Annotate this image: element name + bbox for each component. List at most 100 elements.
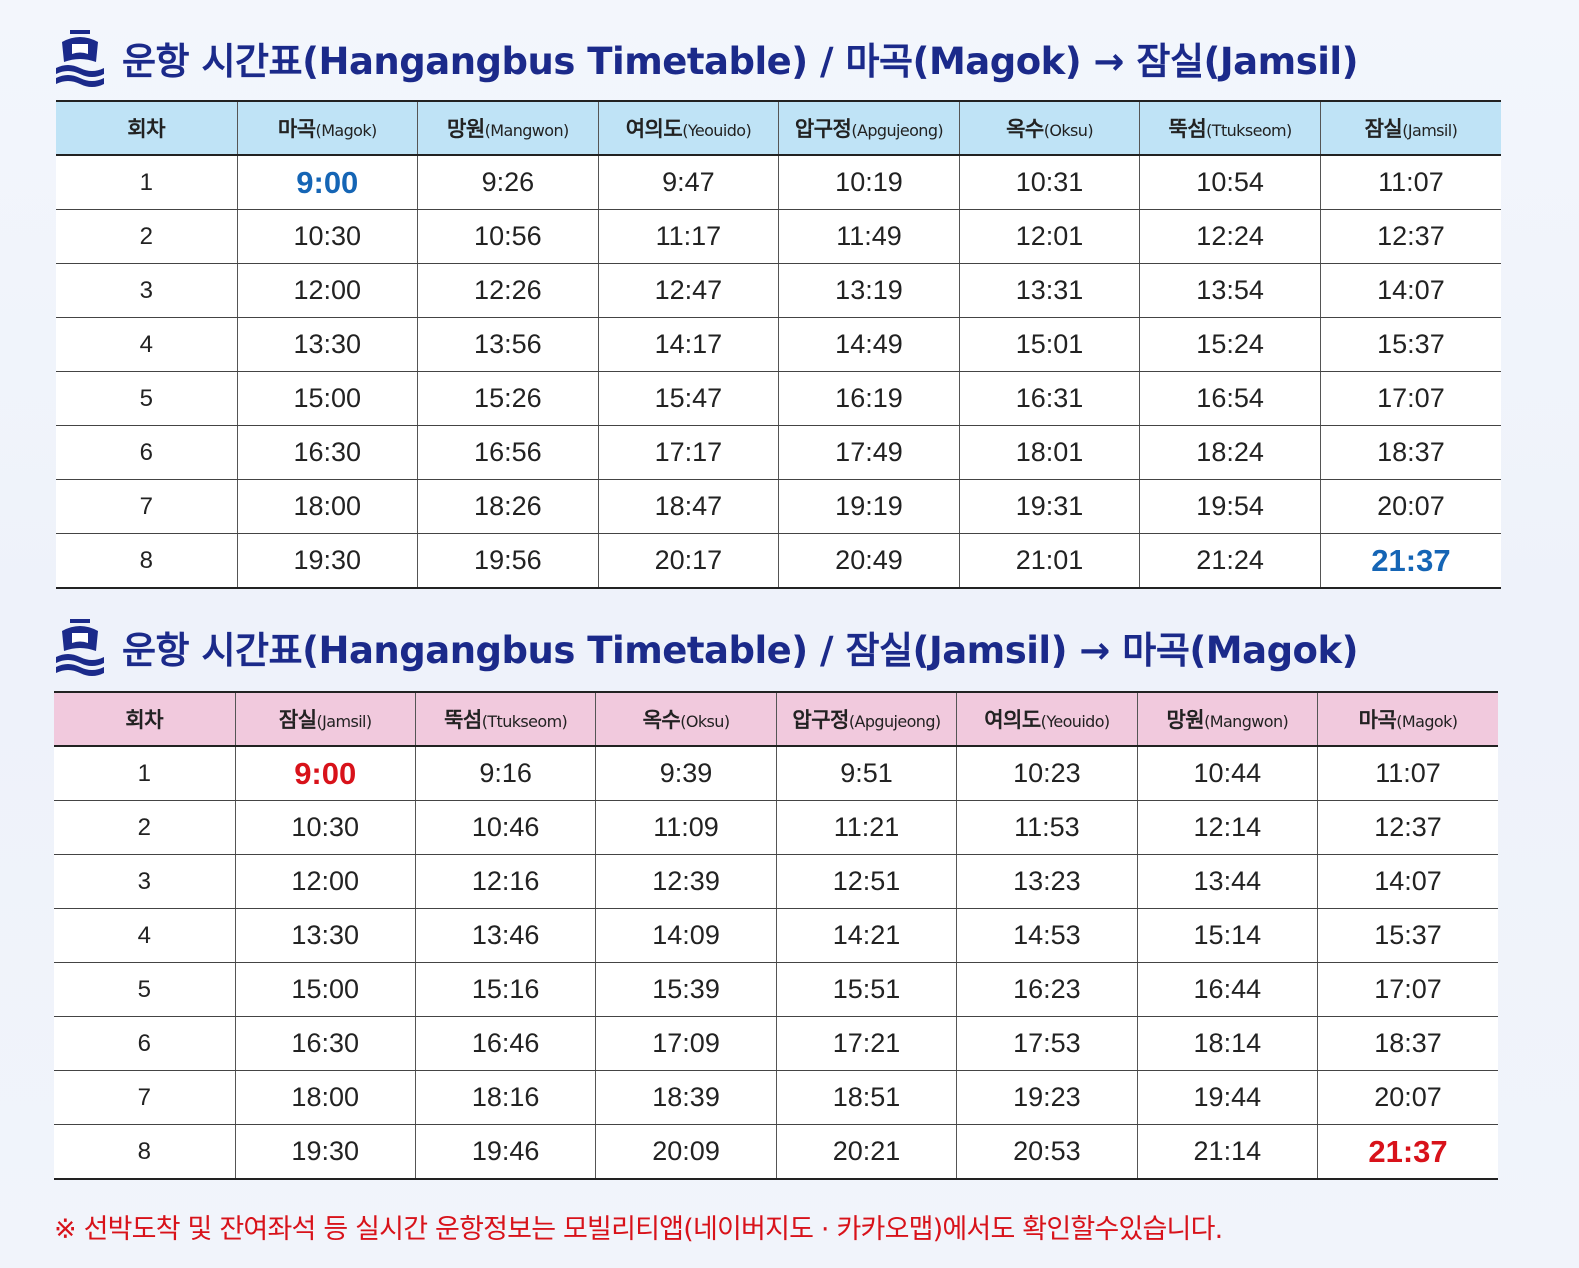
realtime-info-note: ※ 선박도착 및 잔여좌석 등 실시간 운항정보는 모빌리티앱(네이버지도 · … — [54, 1214, 1223, 1245]
departure-time-cell: 16:31 — [959, 371, 1141, 426]
column-header-label: 망원 — [1166, 708, 1205, 732]
timetable-title-row: 운항 시간표(Hangangbus Timetable) / 마곡(Magok)… — [52, 18, 1359, 98]
trip-number-cell: 5 — [54, 962, 236, 1017]
trip-number-cell: 8 — [56, 533, 238, 589]
trip-number-cell: 3 — [54, 854, 236, 909]
departure-time-cell: 12:39 — [595, 854, 777, 909]
table-row: 2 10:30 10:46 11:09 11:21 11:53 12:14 12:37 — [54, 800, 1498, 855]
column-header-stop: 여의도(Yeouido) — [598, 101, 780, 156]
departure-time-cell: 10:30 — [235, 800, 416, 855]
column-header-english: (Magok) — [315, 121, 378, 140]
departure-time-cell: 10:56 — [417, 209, 599, 264]
column-header-english: (Yeouido) — [682, 121, 752, 140]
departure-time-cell: 12:26 — [417, 263, 599, 318]
timetable-title-row: 운항 시간표(Hangangbus Timetable) / 잠실(Jamsil… — [52, 607, 1359, 687]
column-header-stop: 옥수(Oksu) — [959, 101, 1141, 156]
departure-time-cell: 9:16 — [415, 746, 597, 801]
table-row: 2 10:30 10:56 11:17 11:49 12:01 12:24 12:37 — [56, 209, 1501, 264]
departure-time-cell: 12:00 — [235, 854, 416, 909]
column-header-label: 마곡 — [277, 117, 316, 141]
column-header-english: (Apgujeong) — [851, 121, 944, 140]
column-header-stop: 옥수(Oksu) — [595, 692, 777, 747]
trip-number-cell: 3 — [56, 263, 238, 318]
departure-time-cell: 11:07 — [1320, 155, 1501, 210]
trip-number-cell: 1 — [56, 155, 238, 210]
column-header-label: 옥수 — [1006, 117, 1044, 141]
departure-time-cell: 13:54 — [1139, 263, 1321, 318]
departure-time-cell: 21:37 — [1320, 533, 1501, 589]
departure-time-cell: 12:01 — [959, 209, 1141, 264]
departure-time-cell: 21:37 — [1317, 1124, 1498, 1180]
column-header-label: 압구정 — [792, 708, 849, 732]
table-row: 6 16:30 16:56 17:17 17:49 18:01 18:24 18:37 — [56, 425, 1501, 480]
departure-time-cell: 18:00 — [237, 479, 419, 534]
column-header-label: 뚝섬 — [1168, 117, 1207, 141]
departure-time-cell: 17:07 — [1320, 371, 1501, 426]
departure-time-cell: 13:56 — [417, 317, 599, 372]
departure-time-cell: 20:49 — [778, 533, 960, 589]
departure-time-cell: 9:47 — [598, 155, 780, 210]
column-header-english: (Oksu) — [680, 712, 730, 731]
timetable-title: 운항 시간표(Hangangbus Timetable) / 잠실(Jamsil… — [122, 629, 1359, 672]
column-header-english: (Mangwon) — [1204, 712, 1289, 731]
departure-time-cell: 16:30 — [237, 425, 419, 480]
column-header-stop: 여의도(Yeouido) — [956, 692, 1138, 747]
column-header-label: 잠실 — [278, 708, 317, 732]
departure-time-cell: 18:37 — [1317, 1016, 1498, 1071]
departure-time-cell: 9:00 — [237, 155, 419, 210]
departure-time-cell: 11:21 — [776, 800, 958, 855]
departure-time-cell: 13:23 — [956, 854, 1138, 909]
column-header-stop: 뚝섬(Ttukseom) — [1139, 101, 1321, 156]
table-row: 1 9:00 9:16 9:39 9:51 10:23 10:44 11:07 — [54, 746, 1498, 801]
departure-time-cell: 9:26 — [417, 155, 599, 210]
departure-time-cell: 18:00 — [235, 1070, 416, 1125]
departure-time-cell: 19:30 — [235, 1124, 416, 1180]
table-row: 3 12:00 12:26 12:47 13:19 13:31 13:54 14:07 — [56, 263, 1501, 318]
trip-number-cell: 7 — [54, 1070, 236, 1125]
departure-time-cell: 11:53 — [956, 800, 1138, 855]
trip-number-cell: 1 — [54, 746, 236, 801]
departure-time-cell: 9:39 — [595, 746, 777, 801]
departure-time-cell: 14:49 — [778, 317, 960, 372]
column-header-label: 옥수 — [642, 708, 681, 732]
departure-time-cell: 14:09 — [595, 908, 777, 963]
departure-time-cell: 15:01 — [959, 317, 1141, 372]
departure-time-cell: 21:24 — [1139, 533, 1321, 589]
column-header-english: (Jamsil) — [1402, 121, 1458, 140]
departure-time-cell: 20:21 — [776, 1124, 958, 1180]
departure-time-cell: 20:17 — [598, 533, 780, 589]
departure-time-cell: 17:21 — [776, 1016, 958, 1071]
departure-time-cell: 10:23 — [956, 746, 1138, 801]
trip-number-cell: 4 — [56, 317, 238, 372]
departure-time-cell: 12:51 — [776, 854, 958, 909]
departure-time-cell: 12:37 — [1317, 800, 1498, 855]
departure-time-cell: 16:54 — [1139, 371, 1321, 426]
departure-time-cell: 17:17 — [598, 425, 780, 480]
departure-time-cell: 12:24 — [1139, 209, 1321, 264]
departure-time-cell: 16:23 — [956, 962, 1138, 1017]
departure-time-cell: 15:39 — [595, 962, 777, 1017]
departure-time-cell: 20:07 — [1320, 479, 1501, 534]
departure-time-cell: 16:46 — [415, 1016, 597, 1071]
departure-time-cell: 15:00 — [235, 962, 416, 1017]
table-row: 6 16:30 16:46 17:09 17:21 17:53 18:14 18:37 — [54, 1016, 1498, 1071]
column-header-stop: 압구정(Apgujeong) — [778, 101, 960, 156]
column-header-label: 마곡 — [1358, 708, 1397, 732]
departure-time-cell: 21:01 — [959, 533, 1141, 589]
table-row: 5 15:00 15:16 15:39 15:51 16:23 16:44 17:07 — [54, 962, 1498, 1017]
departure-time-cell: 18:16 — [415, 1070, 597, 1125]
departure-time-cell: 17:09 — [595, 1016, 777, 1071]
column-header-english: (Yeouido) — [1040, 712, 1111, 731]
boat-icon — [56, 619, 104, 676]
timetable-title: 운항 시간표(Hangangbus Timetable) / 마곡(Magok)… — [122, 40, 1359, 83]
departure-time-cell: 19:23 — [956, 1070, 1138, 1125]
trip-number-cell: 7 — [56, 479, 238, 534]
departure-time-cell: 12:47 — [598, 263, 780, 318]
departure-time-cell: 10:44 — [1137, 746, 1319, 801]
departure-time-cell: 11:17 — [598, 209, 780, 264]
departure-time-cell: 10:46 — [415, 800, 597, 855]
table-row: 3 12:00 12:16 12:39 12:51 13:23 13:44 14:07 — [54, 854, 1498, 909]
table-row: 7 18:00 18:16 18:39 18:51 19:23 19:44 20:07 — [54, 1070, 1498, 1125]
departure-time-cell: 15:24 — [1139, 317, 1321, 372]
departure-time-cell: 18:39 — [595, 1070, 777, 1125]
